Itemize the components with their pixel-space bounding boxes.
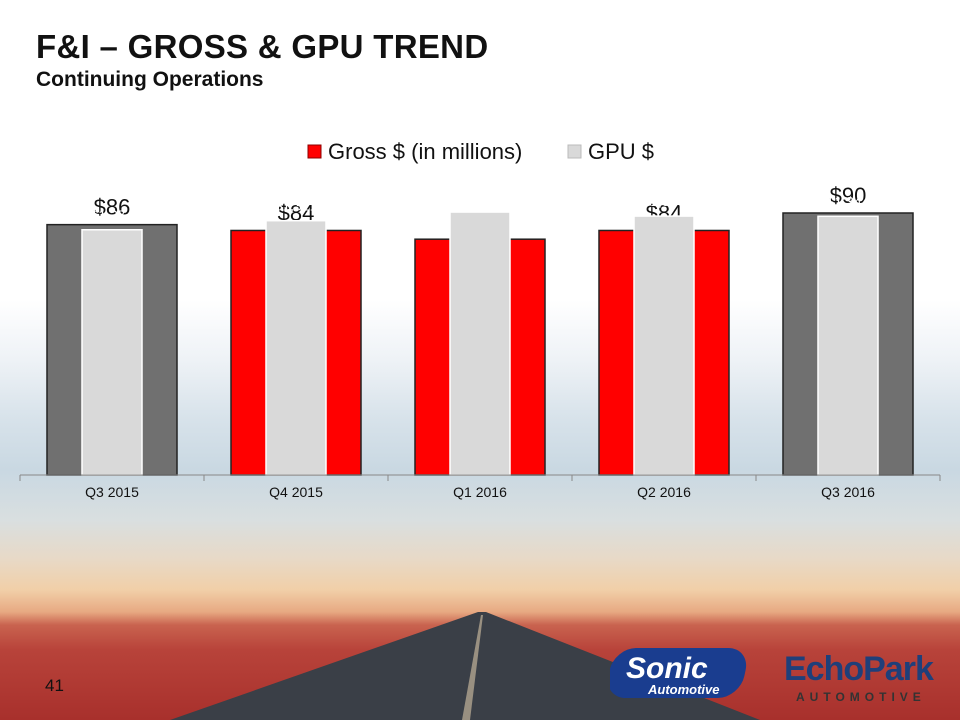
sonic-logo-text: Sonic	[626, 652, 708, 685]
gpu-data-label-3: $1,366	[459, 189, 502, 205]
gpu-bar-5	[817, 215, 879, 476]
legend-swatch-gross	[307, 144, 322, 159]
legend-label-gpu: GPU $	[588, 139, 654, 164]
gpu-data-label-1: $1,274	[91, 207, 134, 223]
legend-label-gross: Gross $ (in millions)	[328, 139, 522, 164]
gross-data-label-1: $86	[94, 195, 131, 220]
gpu-data-label-5: $1,344	[827, 193, 870, 209]
page-subtitle: Continuing Operations	[36, 68, 264, 91]
gpu-bar-3	[449, 211, 511, 476]
chart-axis: Q3 2015 Q4 2015 Q1 2016 Q2 2016 Q3 2016	[19, 474, 941, 500]
gpu-bar-4	[633, 215, 695, 476]
legend-swatch-gpu	[567, 144, 582, 159]
x-tick-label-5: Q3 2016	[821, 484, 875, 500]
chart-legend: Gross $ (in millions) GPU $	[307, 139, 654, 164]
sonic-automotive-logo: Sonic Automotive	[610, 648, 747, 698]
echopark-logo-text: EchoPark	[784, 650, 934, 688]
page-title: F&I – GROSS & GPU TREND	[36, 28, 489, 65]
chart-bars: $86$1,274$84$1,321$81$1,366$84$1,345$90$…	[46, 183, 914, 476]
sonic-logo-subtext: Automotive	[647, 682, 720, 697]
x-tick-label-2: Q4 2015	[269, 484, 323, 500]
gpu-bar-1	[81, 229, 143, 476]
x-tick-label-4: Q2 2016	[637, 484, 691, 500]
page-number: 41	[45, 676, 64, 695]
gpu-bar-2	[265, 219, 327, 476]
gpu-data-label-4: $1,345	[643, 193, 686, 209]
x-tick-label-3: Q1 2016	[453, 484, 507, 500]
gpu-data-label-2: $1,321	[275, 198, 318, 214]
echopark-logo-subtext: AUTOMOTIVE	[796, 690, 926, 704]
x-tick-label-1: Q3 2015	[85, 484, 139, 500]
echopark-automotive-logo: EchoPark AUTOMOTIVE	[784, 650, 935, 704]
gross-data-label-5: $90	[830, 183, 867, 208]
